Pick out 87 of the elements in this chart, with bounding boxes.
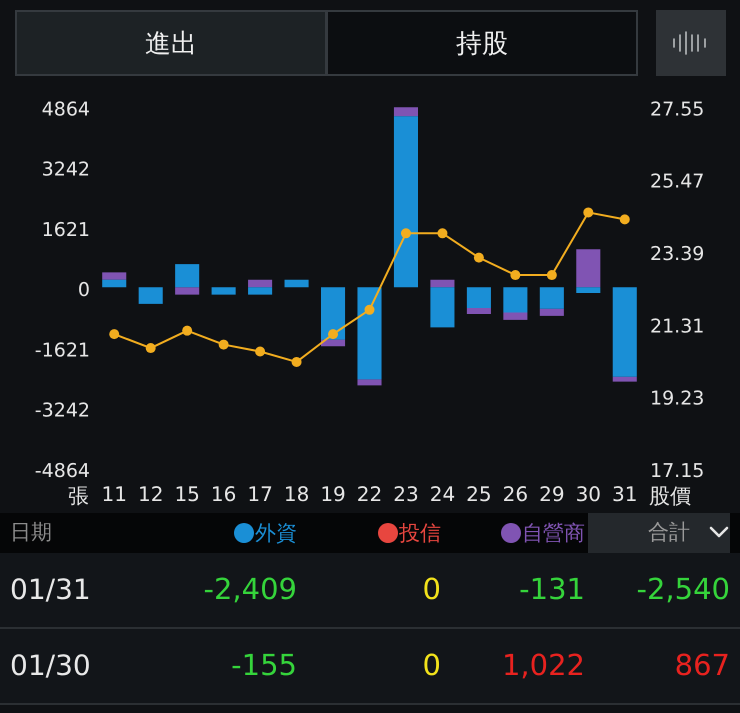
bar bbox=[612, 376, 637, 382]
bar bbox=[212, 287, 236, 295]
point bbox=[510, 270, 520, 280]
point bbox=[218, 340, 229, 350]
bar bbox=[357, 287, 382, 380]
point bbox=[474, 252, 484, 263]
y-tick-label: -1621 bbox=[34, 339, 90, 362]
point bbox=[400, 228, 411, 238]
point bbox=[328, 329, 338, 340]
point bbox=[437, 228, 448, 238]
bar bbox=[503, 287, 528, 312]
bar bbox=[466, 308, 491, 314]
y-tick-label: -4864 bbox=[34, 460, 90, 482]
bar bbox=[284, 280, 309, 288]
x-tick-label: 22 bbox=[356, 482, 382, 506]
point bbox=[364, 304, 374, 315]
text: -155 bbox=[231, 648, 297, 682]
point bbox=[546, 270, 557, 280]
x-tick-label: 30 bbox=[576, 482, 602, 506]
x-tick-label: 23 bbox=[393, 482, 419, 506]
x-tick-label: 15 bbox=[174, 482, 200, 506]
y2-tick-label: 17.15 bbox=[650, 460, 704, 482]
text: 0 bbox=[422, 572, 441, 606]
point bbox=[620, 214, 630, 224]
x-tick-label: 18 bbox=[284, 482, 310, 506]
x-tick-label: 26 bbox=[502, 482, 528, 506]
text: -131 bbox=[519, 572, 585, 606]
bar bbox=[503, 312, 528, 320]
bar bbox=[394, 107, 418, 116]
legend-label: 投信 bbox=[399, 520, 441, 544]
bar bbox=[321, 340, 346, 346]
x-tick-label: 16 bbox=[210, 482, 236, 506]
bar bbox=[540, 308, 564, 316]
bar bbox=[102, 272, 126, 280]
bar bbox=[321, 287, 346, 340]
legend-label: 自營商 bbox=[522, 520, 585, 544]
bar bbox=[576, 249, 600, 288]
bar bbox=[248, 287, 272, 295]
text: 合計 bbox=[648, 520, 690, 544]
y-tick-label: 1621 bbox=[42, 218, 90, 241]
text: 01/31 bbox=[10, 573, 91, 606]
bar bbox=[394, 116, 418, 288]
bar bbox=[430, 287, 454, 328]
text: 日期 bbox=[10, 520, 52, 544]
y2-tick-label: 27.55 bbox=[650, 98, 704, 120]
y-tick-label: 4864 bbox=[42, 98, 90, 120]
bar bbox=[248, 280, 272, 288]
x-tick-label: 24 bbox=[430, 482, 456, 506]
bar bbox=[540, 287, 564, 309]
x-tick-label: 31 bbox=[612, 482, 638, 506]
y-axis-title: 張 bbox=[68, 484, 89, 508]
y2-tick-label: 21.31 bbox=[650, 315, 704, 338]
point bbox=[583, 207, 594, 218]
y-tick-label: 0 bbox=[78, 279, 90, 302]
y2-tick-label: 23.39 bbox=[650, 242, 704, 265]
bar bbox=[612, 287, 637, 377]
x-tick-label: 19 bbox=[320, 482, 346, 506]
text: 01/30 bbox=[10, 649, 91, 682]
point bbox=[109, 329, 120, 340]
bar bbox=[138, 287, 163, 304]
x-tick-label: 12 bbox=[138, 482, 164, 506]
bar bbox=[175, 264, 200, 288]
text: 867 bbox=[674, 648, 730, 682]
text: 1,022 bbox=[502, 648, 585, 682]
x-tick-label: 11 bbox=[102, 482, 127, 506]
bar bbox=[466, 287, 491, 308]
y-tick-label: 3242 bbox=[42, 158, 90, 181]
bar bbox=[576, 287, 600, 293]
text: -2,409 bbox=[204, 572, 297, 606]
bar bbox=[175, 287, 200, 295]
bar bbox=[102, 280, 126, 288]
y-tick-label: -3242 bbox=[34, 400, 90, 422]
x-tick-label: 25 bbox=[466, 482, 492, 506]
point bbox=[182, 326, 192, 336]
point bbox=[255, 346, 266, 357]
text: -2,540 bbox=[636, 572, 730, 606]
y2-axis-title: 股價 bbox=[649, 484, 691, 508]
bar bbox=[357, 379, 382, 386]
y2-tick-label: 25.47 bbox=[650, 170, 704, 193]
legend-label: 外資 bbox=[255, 520, 297, 544]
text: 0 bbox=[422, 648, 441, 682]
bar bbox=[430, 280, 454, 288]
point bbox=[292, 356, 302, 367]
point bbox=[146, 343, 156, 354]
y2-tick-label: 19.23 bbox=[650, 388, 704, 410]
x-tick-label: 17 bbox=[247, 482, 273, 506]
x-tick-label: 29 bbox=[539, 482, 565, 506]
